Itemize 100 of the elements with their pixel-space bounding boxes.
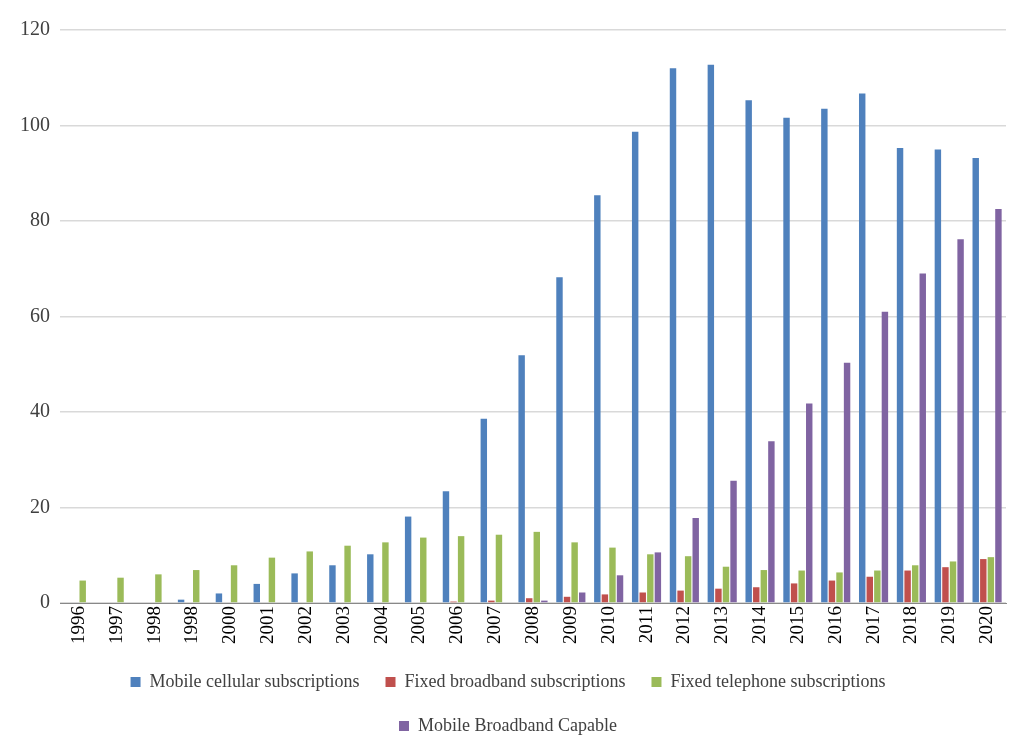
bar [329, 565, 336, 603]
x-tick-label: 2001 [256, 606, 278, 644]
x-tick-label: 2014 [748, 605, 770, 644]
bar [858, 93, 866, 603]
x-tick-label: 2010 [596, 606, 618, 644]
bar [230, 565, 238, 603]
bar [117, 577, 124, 603]
y-tick-label: 20 [30, 494, 50, 517]
x-tick-label: 2006 [445, 606, 467, 644]
bar [904, 570, 911, 603]
bar [760, 570, 768, 603]
bar [980, 559, 987, 603]
bar [268, 557, 276, 603]
x-tick-label: 2003 [331, 606, 353, 644]
legend-label: Mobile cellular subscriptions [149, 670, 360, 691]
y-tick-label: 80 [30, 208, 50, 231]
bar [684, 556, 692, 603]
bar [571, 542, 578, 603]
x-tick-label: 1998 [180, 606, 202, 644]
bar [768, 441, 775, 603]
bar [745, 100, 752, 603]
bar [601, 594, 609, 603]
y-tick-label: 60 [30, 303, 50, 326]
x-tick-label: 2005 [407, 606, 429, 644]
bar [457, 536, 465, 603]
y-tick-label: 0 [40, 590, 50, 613]
bar [949, 561, 957, 603]
bar [730, 480, 737, 603]
bar [442, 491, 450, 603]
x-tick-label: 1996 [66, 606, 88, 644]
bar [866, 576, 873, 603]
x-tick-label: 2017 [861, 606, 883, 644]
bar [881, 311, 889, 603]
x-tick-label: 2018 [899, 606, 921, 644]
bar [155, 574, 162, 603]
bar [480, 418, 488, 603]
bar [942, 567, 949, 603]
bar [291, 573, 298, 603]
bar [578, 592, 586, 603]
x-tick-label: 2000 [218, 606, 240, 644]
bar [306, 551, 313, 603]
x-tick-label: 2015 [785, 606, 807, 644]
bar [382, 542, 389, 603]
bar [631, 131, 639, 603]
bar [556, 277, 563, 603]
bar [79, 580, 86, 603]
bar [677, 590, 684, 603]
bar [896, 147, 904, 603]
bar [616, 575, 624, 603]
bar [253, 583, 260, 603]
bar [367, 554, 374, 603]
x-tick-label: 2019 [937, 606, 959, 644]
bar [715, 588, 722, 603]
bar [783, 117, 790, 603]
x-tick-label: 2004 [369, 605, 391, 644]
x-tick-label: 1997 [104, 606, 126, 644]
legend-label: Fixed broadband subscriptions [404, 670, 626, 691]
bar [798, 570, 805, 603]
bar [828, 580, 836, 603]
x-tick-label: 1998 [142, 606, 164, 644]
bar [526, 598, 533, 603]
x-tick-label: 2009 [558, 606, 580, 644]
bar [995, 209, 1002, 603]
bar [987, 557, 995, 603]
x-tick-label: 2008 [520, 606, 542, 644]
x-tick-label: 2020 [975, 606, 997, 644]
x-tick-label: 2012 [672, 606, 694, 644]
y-tick-label: 40 [30, 399, 50, 422]
x-tick-label: 2013 [710, 606, 732, 644]
bar [647, 554, 654, 603]
bar [843, 362, 851, 603]
bar [972, 157, 979, 603]
bar [836, 572, 843, 603]
y-tick-label: 100 [20, 112, 50, 135]
bar [669, 68, 677, 603]
bar [692, 518, 699, 603]
bar [420, 537, 427, 603]
bar [533, 531, 540, 603]
bar [874, 570, 881, 603]
bar [753, 587, 760, 603]
bar [919, 273, 926, 603]
x-tick-label: 2011 [634, 606, 656, 644]
bar [722, 566, 730, 603]
bar [957, 239, 964, 603]
bar [609, 547, 616, 603]
x-tick-label: 2002 [293, 606, 315, 644]
bar [495, 534, 503, 603]
x-tick-label: 2007 [483, 606, 505, 644]
bar [654, 552, 662, 603]
bar [911, 565, 919, 603]
bar [518, 355, 525, 603]
y-tick-label: 120 [20, 17, 50, 40]
bar [790, 583, 798, 603]
bar [806, 403, 813, 603]
bar [215, 593, 223, 603]
bar [594, 195, 601, 603]
legend-label: Mobile Broadband Capable [418, 714, 617, 735]
bar [821, 108, 828, 603]
bar [707, 64, 715, 603]
bar [639, 592, 646, 603]
